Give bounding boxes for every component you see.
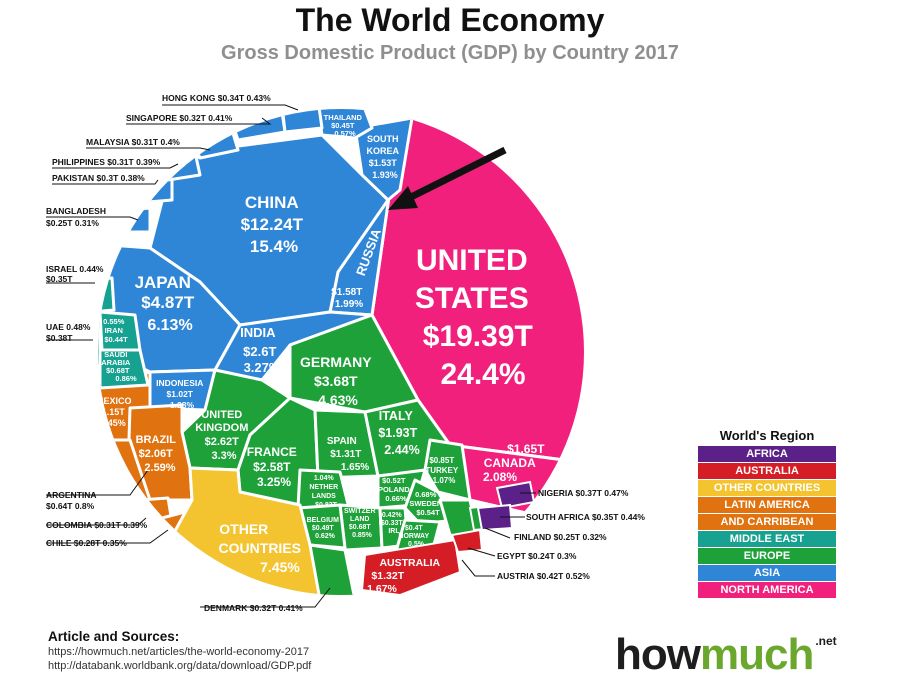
cell-saudi-arabia: [98, 348, 150, 390]
label-sweden: 0.68% SWEDEN $0.54T: [409, 484, 446, 517]
cell-egypt: [450, 528, 484, 554]
label-finland: FINLAND $0.25T 0.32%: [514, 532, 607, 542]
cell-turkey: [423, 438, 472, 502]
logo-net: .net: [815, 634, 837, 648]
label-other-countries: OTHER COUNTRIES 7.45%: [219, 521, 306, 575]
cell-south-africa: [476, 503, 514, 532]
label-poland: $0.52T POLAND 0.66%: [378, 470, 414, 503]
howmuch-logo: howmuch .net: [615, 630, 837, 680]
cell-thailand: [316, 109, 374, 140]
arrow-icon: [388, 146, 507, 210]
label-united-states: UNITED STATES $19.39T 24.4%: [415, 244, 537, 391]
page-subtitle: Gross Domestic Product (GDP) by Country …: [221, 42, 679, 64]
label-egypt: EGYPT $0.24T 0.3%: [497, 551, 577, 561]
label-turkey: $0.85T TURKEY 1.07%: [425, 450, 462, 485]
label-hong-kong: HONG KONG $0.34T 0.43%: [162, 93, 271, 103]
label-austria: AUSTRIA $0.42T 0.52%: [497, 571, 590, 581]
label-south-africa: SOUTH AFRICA $0.35T 0.44%: [526, 512, 645, 522]
cell-singapore: [230, 110, 287, 142]
cell-australia: [360, 538, 462, 597]
label-uae: UAE 0.48% $0.38T: [46, 322, 93, 343]
label-iran: 0.55% IRAN $0.44T: [103, 311, 129, 344]
legend-item: ASIA: [698, 565, 836, 581]
legend-item: AND CARRIBEAN: [698, 514, 836, 530]
legend-item: AUSTRALIA: [698, 463, 836, 479]
label-bangladesh: BANGLADESH $0.25T 0.31%: [46, 206, 108, 228]
label-argentina: ARGENTINA $0.64T 0.8%: [46, 490, 99, 511]
legend-item: OTHER COUNTRIES: [698, 480, 836, 496]
source-link-1[interactable]: https://howmuch.net/articles/the-world-e…: [48, 646, 310, 658]
cell-pakistan: [146, 173, 174, 204]
legend: World's Region AFRICA AUSTRALIA OTHER COUN…: [698, 428, 836, 599]
legend-item: LATIN AMERICA: [698, 497, 836, 513]
cell-south-korea: [353, 116, 414, 202]
label-singapore: SINGAPORE $0.32T 0.41%: [126, 113, 233, 123]
label-saudi-arabia: SAUDI ARABIA $0.68T 0.86%: [101, 344, 137, 383]
legend-item: NORTH AMERICA: [698, 582, 836, 598]
label-mexico: MEXICO $1.15T 1.45%: [96, 391, 136, 428]
sources: Article and Sources: https://howmuch.net…: [48, 630, 311, 673]
legend-item: AFRICA: [698, 446, 836, 462]
cell-denmark: [308, 543, 357, 595]
label-south-korea: SOUTH KOREA $1.53T 1.93%: [367, 129, 404, 180]
label-philippines: PHILIPPINES $0.31T 0.39%: [52, 157, 161, 167]
legend-item: MIDDLE EAST: [698, 531, 836, 547]
label-malaysia: MALAYSIA $0.31T 0.4%: [86, 137, 180, 147]
label-france: FRANCE $2.58T 3.25%: [247, 443, 301, 489]
cell-uae: [98, 316, 102, 367]
label-norway: $0.4T NORWAY 0.5%: [398, 517, 433, 548]
label-india: INDIA $2.6T 3.27%: [240, 324, 281, 375]
logo-how: how: [615, 630, 701, 679]
label-netherlands: 1.04% NETHER LANDS $0.83T: [309, 467, 342, 509]
page-title: The World Economy: [295, 2, 605, 38]
label-denmark: DENMARK $0.32T 0.41%: [204, 603, 303, 613]
label-switzerland: SWITZER LAND $0.68T 0.85%: [344, 500, 380, 539]
label-germany: GERMANY $3.68T 4.63%: [300, 354, 376, 408]
label-belgium: BELGIUM $0.49T 0.62%: [307, 509, 344, 540]
label-united-kingdom: UNITED KINGDOM $2.62T 3.3%: [195, 405, 253, 462]
label-brazil: BRAZIL $2.06T 2.59%: [136, 430, 181, 474]
label-pakistan: PAKISTAN $0.3T 0.38%: [52, 173, 145, 183]
label-chile: CHILE $0.28T 0.35%: [46, 538, 127, 548]
label-italy: ITALY $1.93T 2.44%: [378, 407, 421, 457]
label-thailand: THAILAND $0.45T 0.57%: [324, 107, 367, 138]
cell-philippines: [163, 150, 202, 182]
label-ireland: 0.42% $0.33T IRL: [381, 504, 407, 535]
label-israel: ISRAEL 0.44% $0.35T: [46, 264, 106, 284]
legend-title: World's Region: [719, 428, 815, 443]
cell-bangladesh: [126, 206, 152, 234]
logo-much: much: [699, 630, 814, 679]
label-spain: SPAIN $1.31T 1.65%: [327, 431, 369, 473]
sources-heading: Article and Sources:: [48, 629, 180, 644]
source-link-2[interactable]: http://databank.worldbank.org/data/downl…: [48, 660, 312, 672]
label-indonesia: INDONESIA $1.02T 1.28%: [156, 373, 208, 410]
legend-item: EUROPE: [698, 548, 836, 564]
label-canada: $1.65T CANADA 2.08%: [483, 440, 549, 484]
label-colombia: COLOMBIA $0.31T 0.39%: [46, 520, 148, 530]
label-china: CHINA $12.24T 15.4%: [241, 193, 308, 256]
label-nigeria: NIGERIA $0.37T 0.47%: [538, 488, 629, 498]
cell-hong-kong: [280, 109, 324, 134]
label-russia-values: $1.58T 1.99%: [331, 282, 367, 310]
label-japan: JAPAN $4.87T 6.13%: [135, 273, 199, 334]
cell-nigeria: [495, 480, 536, 510]
label-australia: AUSTRALIA $1.32T 1.67%: [367, 553, 444, 595]
